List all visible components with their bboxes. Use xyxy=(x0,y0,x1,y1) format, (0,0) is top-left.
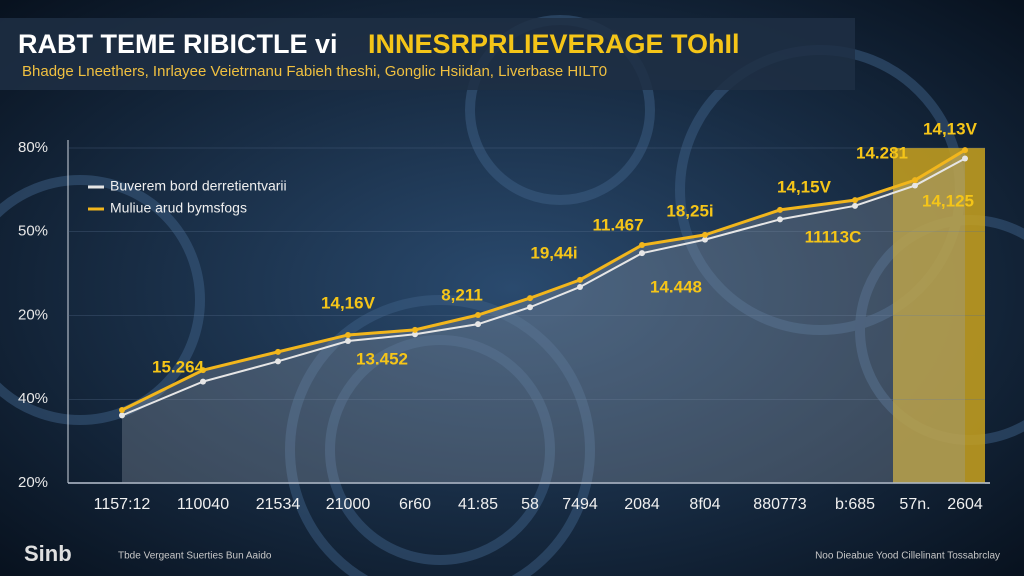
y-tick-label: 80% xyxy=(18,139,48,156)
point xyxy=(475,312,481,319)
x-tick-label: 6r60 xyxy=(399,496,431,513)
point xyxy=(777,206,783,213)
x-tick-label: 21000 xyxy=(326,496,371,513)
point xyxy=(852,197,858,204)
x-tick-label: 2604 xyxy=(947,496,983,513)
point xyxy=(577,283,583,290)
annotation: 14.281 xyxy=(856,143,908,162)
y-tick-label: 20% xyxy=(18,306,48,323)
x-tick-label: 110040 xyxy=(177,496,229,513)
point xyxy=(345,338,351,345)
annotation: 14,125 xyxy=(922,191,974,210)
annotation: 14,16V xyxy=(321,293,376,312)
x-tick-label: 8f04 xyxy=(689,496,720,513)
point xyxy=(345,331,351,338)
legend-label: Buverem bord derretientvarii xyxy=(110,178,287,194)
y-tick-label: 40% xyxy=(18,390,48,407)
series-line xyxy=(121,157,966,417)
point xyxy=(200,378,206,385)
x-tick-label: 21534 xyxy=(256,496,301,513)
annotation: 18,25i xyxy=(666,201,713,220)
point xyxy=(527,304,533,311)
point xyxy=(852,202,858,209)
point xyxy=(412,326,418,333)
point xyxy=(412,331,418,338)
title-white: RABT TEME RIBICTLE vi xyxy=(18,29,338,59)
point xyxy=(577,276,583,283)
subtitle: Bhadge Lneethers, Inrlayee Veietrnanu Fa… xyxy=(22,63,607,80)
point xyxy=(962,147,968,154)
annotation: 14,15V xyxy=(777,177,832,196)
point xyxy=(777,216,783,223)
point xyxy=(639,250,645,257)
point xyxy=(702,231,708,238)
point xyxy=(200,367,206,374)
y-tick-label: 50% xyxy=(18,223,48,240)
annotation: 11113C xyxy=(805,227,862,246)
y-tick-label: 20% xyxy=(18,474,48,491)
annotation: 19,44i xyxy=(530,243,577,262)
point xyxy=(475,321,481,328)
x-tick-label: b:685 xyxy=(835,496,875,513)
logo: Sinb xyxy=(24,541,72,566)
title-band xyxy=(0,18,855,90)
annotation: 13.452 xyxy=(356,349,408,368)
annotation: 8,211 xyxy=(441,285,483,304)
x-tick-label: 2084 xyxy=(624,496,660,513)
annotation: 14.448 xyxy=(650,277,702,296)
point xyxy=(962,155,968,162)
point xyxy=(639,242,645,249)
point xyxy=(912,182,918,189)
point xyxy=(275,348,281,355)
footer-left: Tbde Vergeant Suerties Bun Aaido xyxy=(118,551,272,562)
footer-right: Noo Dieabue Yood Cillelinant Tossabrclay xyxy=(815,551,1000,562)
x-tick-label: 41:85 xyxy=(458,496,498,513)
x-tick-label: 880773 xyxy=(753,496,806,513)
area xyxy=(122,150,965,483)
annotation: 14,13V xyxy=(923,119,978,138)
legend-label: Muliue arud bymsfogs xyxy=(110,200,247,216)
point xyxy=(119,412,125,419)
point xyxy=(119,406,125,413)
point xyxy=(912,177,918,184)
annotation: 15.264 xyxy=(152,357,205,376)
title-yellow: INNESRPRLIEVERAGE TOhIl xyxy=(368,29,740,59)
x-tick-label: 57n. xyxy=(899,496,930,513)
x-tick-label: 7494 xyxy=(562,496,598,513)
annotation: 11.467 xyxy=(592,215,643,234)
x-tick-label: 58 xyxy=(521,496,539,513)
x-tick-label: 1157:12 xyxy=(94,496,151,513)
point xyxy=(275,358,281,365)
point xyxy=(702,236,708,243)
point xyxy=(527,295,533,302)
series-line xyxy=(121,148,966,412)
